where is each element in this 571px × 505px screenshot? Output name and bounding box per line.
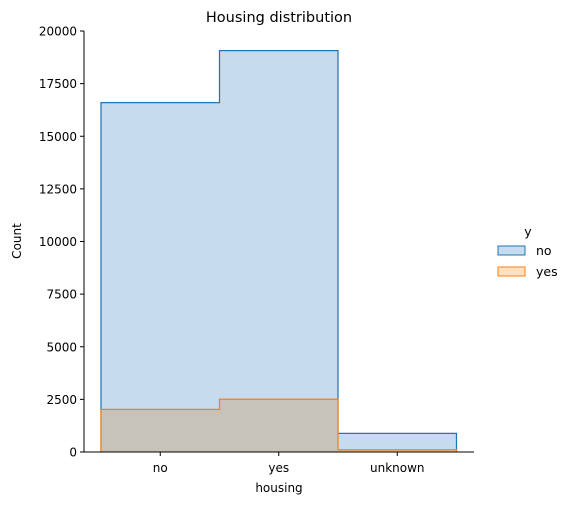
plot-area — [100, 49, 458, 453]
y-tick-label: 0 — [69, 446, 77, 460]
x-axis: no yes unknown — [84, 451, 474, 475]
bar-no-unknown — [338, 433, 457, 452]
bar-yes-no — [101, 409, 220, 452]
bar-yes-unknown — [338, 449, 457, 452]
x-axis-title: housing — [255, 481, 302, 495]
y-tick-label: 5000 — [46, 340, 77, 354]
y-axis: 0 2500 5000 7500 10000 12500 15000 17500 20000 — [39, 25, 85, 460]
legend-label-no: no — [536, 243, 552, 258]
y-axis-title: Count — [10, 223, 24, 259]
x-tick-label: unknown — [370, 461, 425, 475]
series-yes — [100, 398, 458, 452]
step-outline-no — [100, 49, 458, 452]
x-tick-label: no — [153, 461, 168, 475]
x-tick-label: yes — [268, 461, 289, 475]
y-tick-label: 17500 — [39, 77, 77, 91]
y-tick-label: 15000 — [39, 130, 77, 144]
step-outline-yes — [100, 398, 458, 452]
bar-yes-yes — [219, 399, 338, 452]
chart-title: Housing distribution — [206, 10, 352, 26]
legend-swatch-no — [497, 245, 526, 256]
series-no — [100, 49, 458, 453]
legend-swatch-yes — [497, 266, 526, 277]
bar-no-yes — [219, 50, 338, 453]
legend-label-yes: yes — [536, 264, 558, 279]
y-tick-label: 2500 — [46, 393, 77, 407]
legend: y no yes — [497, 224, 558, 279]
y-tick-label: 10000 — [39, 235, 77, 249]
y-tick-label: 7500 — [46, 288, 77, 302]
y-tick-label: 12500 — [39, 182, 77, 196]
bar-no-no — [101, 102, 220, 452]
legend-title: y — [524, 224, 532, 239]
y-tick-label: 20000 — [39, 25, 77, 39]
